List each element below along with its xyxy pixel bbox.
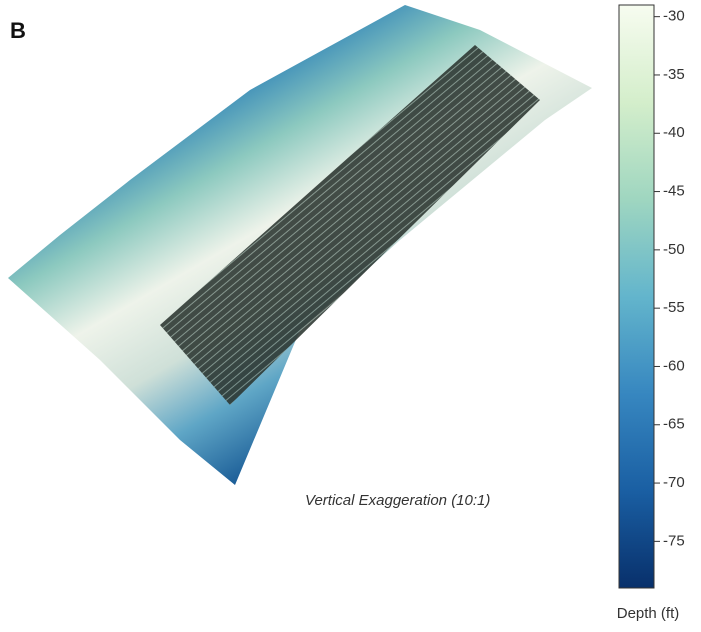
- annotation: Vertical Exaggeration (10:1): [305, 492, 490, 509]
- panel-label: B: [10, 18, 26, 43]
- colorbar-label: Depth (ft): [617, 605, 680, 622]
- tick-label: -40: [663, 124, 685, 141]
- tick-label: -35: [663, 66, 685, 83]
- tick-label: -65: [663, 416, 685, 433]
- tick-label: -70: [663, 474, 685, 491]
- colorbar: [619, 5, 654, 588]
- tick-label: -55: [663, 299, 685, 316]
- tick-label: -50: [663, 241, 685, 258]
- tick-label: -75: [663, 532, 685, 549]
- tick-label: -45: [663, 183, 685, 200]
- tick-label: -30: [663, 8, 685, 25]
- figure: B Vertical Exaggeration (10:1) Depth (ft…: [0, 0, 701, 627]
- tick-label: -60: [663, 357, 685, 374]
